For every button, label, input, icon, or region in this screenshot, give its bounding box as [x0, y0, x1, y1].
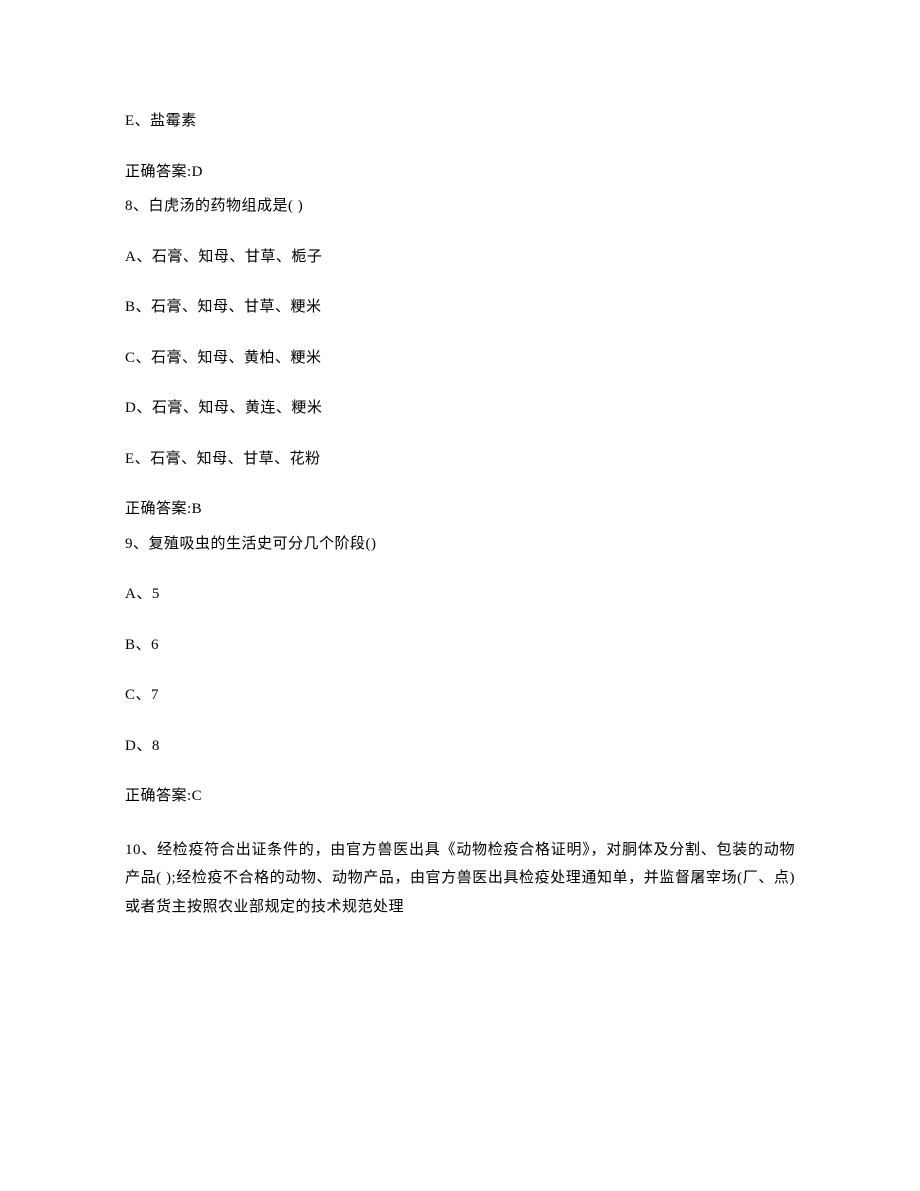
q8-option-a: A、石膏、知母、甘草、栀子	[125, 246, 795, 269]
q8-stem: 8、白虎汤的药物组成是( )	[125, 195, 795, 218]
q8-option-d: D、石膏、知母、黄连、粳米	[125, 397, 795, 420]
q8-option-e: E、石膏、知母、甘草、花粉	[125, 448, 795, 471]
q10-stem: 10、经检疫符合出证条件的，由官方兽医出具《动物检疫合格证明》，对胴体及分割、包…	[125, 836, 795, 922]
q9-option-a: A、5	[125, 583, 795, 606]
q9-stem: 9、复殖吸虫的生活史可分几个阶段()	[125, 533, 795, 556]
q9-option-d: D、8	[125, 735, 795, 758]
q8-option-c: C、石膏、知母、黄柏、粳米	[125, 347, 795, 370]
q7-option-e: E、盐霉素	[125, 110, 795, 133]
q9-option-c: C、7	[125, 684, 795, 707]
q7-answer: 正确答案:D	[125, 161, 795, 184]
q8-answer: 正确答案:B	[125, 498, 795, 521]
q8-option-b: B、石膏、知母、甘草、粳米	[125, 296, 795, 319]
q9-option-b: B、6	[125, 634, 795, 657]
q9-answer: 正确答案:C	[125, 785, 795, 808]
